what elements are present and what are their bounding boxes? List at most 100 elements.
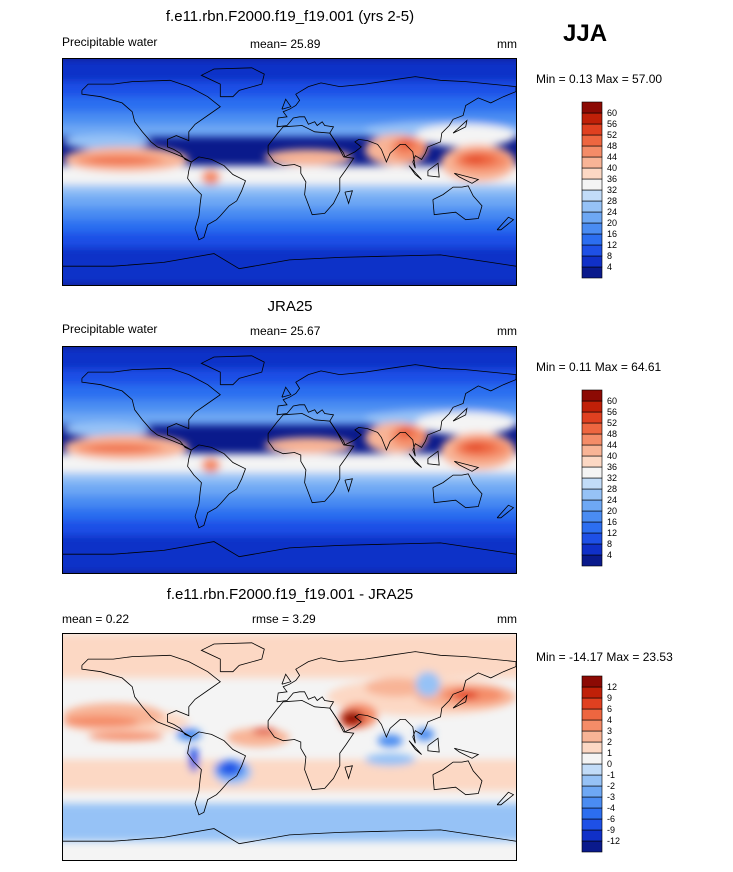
field-region [63, 190, 516, 208]
panel-model-colorbar: 4 8 12 16 20 24 28 32 36 40 44 48 52 56 60 [581, 101, 617, 282]
field-region [63, 453, 516, 473]
colorbar-tick-label: 20 [607, 218, 617, 228]
colorbar-swatch [581, 200, 603, 213]
colorbar-swatch [581, 697, 603, 710]
coastline [454, 460, 480, 472]
coastline [344, 478, 353, 493]
field-region [365, 677, 428, 697]
coastline [63, 828, 516, 845]
panel-model-title: f.e11.rbn.F2000.f19_f19.001 (yrs 2-5) [165, 8, 415, 25]
field-region [63, 384, 516, 404]
colorbar-swatch [581, 400, 603, 413]
colorbar-swatch [581, 189, 603, 202]
coastline [432, 473, 483, 509]
field-region [63, 203, 516, 220]
colorbar-swatch [581, 543, 603, 556]
panel-obs-minmax: Min = 0.11 Max = 64.61 [536, 360, 662, 374]
colorbar-tick-label: 48 [607, 429, 617, 439]
field-region [63, 241, 516, 285]
coastline [427, 737, 440, 753]
field-region [63, 759, 516, 791]
colorbar-swatch [581, 211, 603, 224]
panel-model-variable-label: Precipitable water [62, 35, 158, 49]
coastline [281, 673, 292, 685]
panel-diff-title: f.e11.rbn.F2000.f19_f19.001 - JRA25 [166, 586, 414, 603]
colorbar-swatch [581, 796, 603, 809]
field-region [220, 762, 240, 775]
colorbar-swatch [581, 411, 603, 424]
colorbar-swatch [581, 156, 603, 169]
colorbar-tick-label: -12 [607, 836, 620, 846]
field-region [63, 634, 516, 678]
coastline [496, 504, 515, 519]
colorbar-swatch [581, 389, 603, 402]
colorbar-tick-label: 4 [607, 262, 612, 272]
field-region [365, 753, 416, 766]
field-region [465, 156, 485, 162]
panel-diff-units: mm [497, 612, 517, 626]
colorbar-tick-label: 36 [607, 174, 617, 184]
coastline [454, 172, 480, 184]
panel-obs-units: mm [497, 324, 517, 338]
field-region [188, 747, 199, 773]
colorbar-swatch [581, 818, 603, 831]
field-region [63, 134, 152, 150]
field-region [415, 728, 435, 741]
coastline [276, 76, 516, 169]
colorbar-swatch [581, 255, 603, 268]
colorbar-tick-label: 28 [607, 196, 617, 206]
colorbar-swatch [581, 433, 603, 446]
colorbar-tick-label: 24 [607, 495, 617, 505]
coastline [344, 765, 353, 780]
field-region [63, 165, 516, 185]
colorbar-tick-label: -2 [607, 781, 615, 791]
colorbar-swatch [581, 730, 603, 743]
colorbar-swatch [581, 101, 603, 114]
field-region [63, 228, 516, 248]
coastline [267, 125, 355, 216]
colorbar-swatch [581, 422, 603, 435]
panel-obs-variable-label: Precipitable water [62, 322, 158, 336]
colorbar-tick-label: 52 [607, 418, 617, 428]
colorbar-tick-label: 4 [607, 550, 612, 560]
colorbar-swatch [581, 829, 603, 842]
coastline [408, 740, 422, 755]
colorbar-tick-label: 8 [607, 251, 612, 261]
panel-model-map [62, 58, 517, 286]
coastline [454, 747, 480, 759]
colorbar-swatch [581, 510, 603, 523]
coastline [187, 156, 247, 241]
panel-diff-mean: mean = 0.22 [62, 612, 130, 626]
coastline [281, 98, 292, 110]
colorbar-tick-label: -3 [607, 792, 615, 802]
colorbar-swatch [581, 499, 603, 512]
field-region [415, 671, 441, 697]
panel-diff-map [62, 633, 517, 861]
colorbar-swatch [581, 233, 603, 246]
field-region [63, 491, 516, 508]
field-region [63, 803, 516, 842]
colorbar-swatch [581, 763, 603, 776]
colorbar-tick-label: 16 [607, 517, 617, 527]
panel-diff-minmax: Min = -14.17 Max = 23.53 [536, 650, 673, 664]
field-region [88, 731, 164, 741]
colorbar-tick-label: 12 [607, 528, 617, 538]
colorbar-tick-label: 60 [607, 108, 617, 118]
field-region [377, 734, 403, 747]
colorbar-tick-label: 12 [607, 240, 617, 250]
colorbar-swatch [581, 752, 603, 765]
field-region [63, 182, 516, 195]
colorbar-swatch [581, 455, 603, 468]
colorbar-tick-label: -1 [607, 770, 615, 780]
field-region [63, 81, 516, 100]
field-region [63, 715, 139, 729]
coastline [496, 216, 515, 231]
field-region [415, 412, 516, 435]
colorbar-tick-label: -9 [607, 825, 615, 835]
coastline [81, 79, 221, 163]
coastline [81, 654, 221, 738]
colorbar-tick-label: -4 [607, 803, 615, 813]
colorbar-tick-label: 36 [607, 462, 617, 472]
colorbar-tick-label: 40 [607, 451, 617, 461]
panel-obs-title: JRA25 [267, 298, 313, 315]
